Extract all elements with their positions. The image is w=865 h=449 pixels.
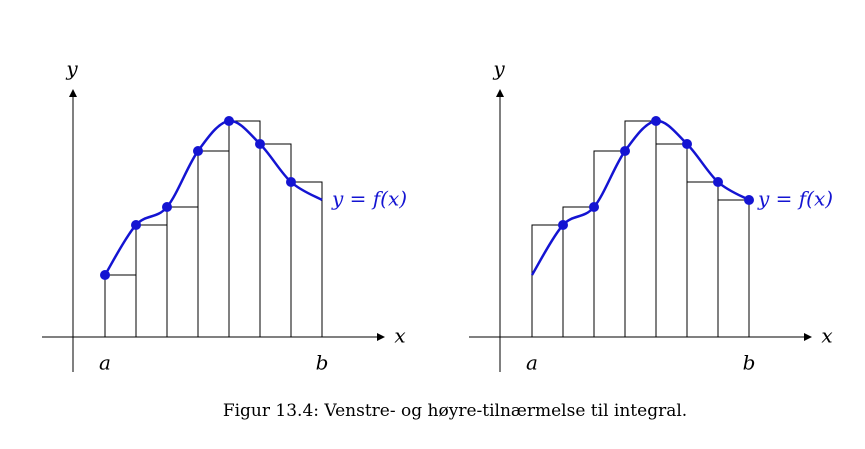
sample-point: [162, 202, 172, 212]
curve-label: y = f(x): [757, 187, 833, 211]
sample-point: [620, 146, 630, 156]
a-label: a: [526, 351, 538, 375]
sample-point: [100, 270, 110, 280]
rectangle: [166, 206, 199, 338]
rectangle: [686, 181, 719, 338]
x-label: x: [394, 324, 405, 348]
sample-point: [131, 220, 141, 230]
rectangle: [655, 143, 688, 338]
sample-point: [589, 202, 599, 212]
sample-point: [682, 139, 692, 149]
sample-point: [744, 195, 754, 205]
rectangle: [290, 181, 323, 338]
curve: [530, 119, 750, 276]
a-label: a: [99, 351, 111, 375]
sample-point: [713, 177, 723, 187]
rectangle: [197, 150, 230, 338]
curve-label: y = f(x): [331, 187, 407, 211]
rectangle: [259, 143, 292, 338]
rectangle: [104, 274, 137, 338]
b-label: b: [743, 351, 756, 375]
y-label: y: [492, 57, 505, 81]
rectangle: [228, 120, 261, 338]
rectangle: [135, 224, 168, 338]
x-label: x: [821, 324, 832, 348]
sample-point: [286, 177, 296, 187]
sample-point: [193, 146, 203, 156]
sample-point: [651, 116, 661, 126]
sample-point: [224, 116, 234, 126]
caption: Figur 13.4: Venstre- og høyre-tilnærmels…: [223, 401, 687, 421]
rectangle: [717, 199, 750, 338]
b-label: b: [316, 351, 329, 375]
rectangle: [531, 224, 564, 338]
rectangle: [624, 120, 657, 338]
sample-point: [558, 220, 568, 230]
y-label: y: [65, 57, 78, 81]
sample-point: [255, 139, 265, 149]
